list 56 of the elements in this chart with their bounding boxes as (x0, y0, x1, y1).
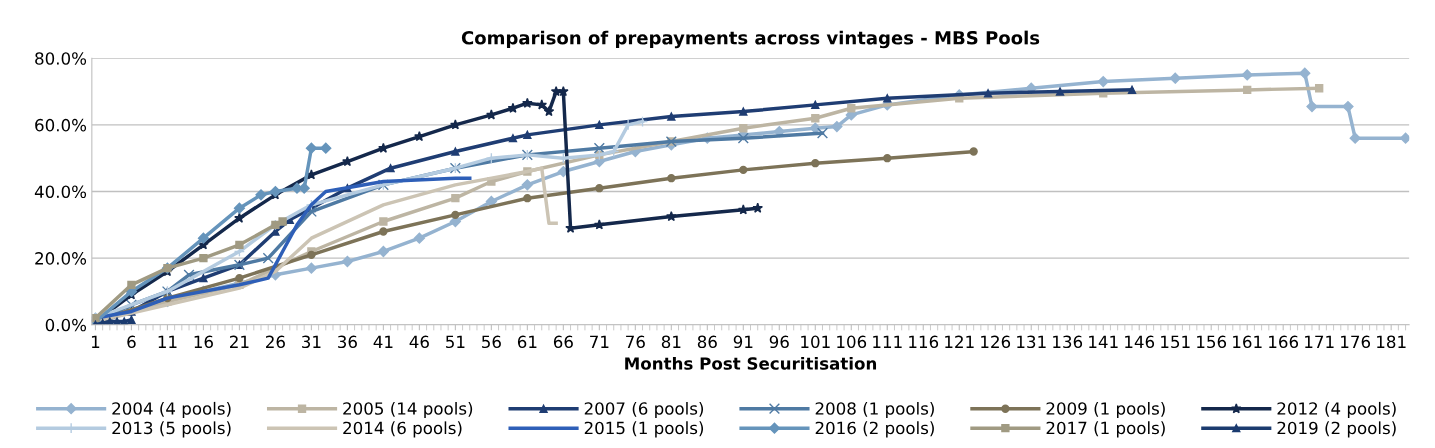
x-tick-label: 121 (945, 335, 974, 348)
x-tick-label: 41 (373, 335, 393, 348)
x-tick-label: 61 (517, 335, 537, 349)
x-tick-label: 106 (837, 335, 867, 349)
x-tick-label: 171 (1305, 335, 1334, 348)
x-tick-label: 116 (909, 335, 939, 349)
x-tick-label: 1 (91, 335, 100, 348)
x-tick-label: 156 (1197, 335, 1227, 349)
legend-label: 2013 (5 pools) (112, 421, 231, 438)
x-tick-label: 126 (981, 335, 1011, 349)
y-tick-label: 60.0% (35, 118, 87, 132)
legend-label: 2015 (1 pools) (584, 421, 704, 438)
x-tick-label: 136 (1053, 335, 1083, 349)
y-tick-label: 0.0% (45, 318, 87, 332)
legend-label: 2014 (6 pools) (343, 421, 462, 438)
x-tick-label: 131 (1017, 335, 1046, 349)
x-tick-label: 71 (590, 335, 609, 348)
x-tick-label: 161 (1233, 335, 1262, 349)
x-tick-label: 31 (302, 335, 321, 349)
legend-label: 2005 (14 pools) (343, 401, 473, 419)
x-tick-label: 101 (801, 335, 830, 349)
x-tick-label: 151 (1161, 335, 1190, 349)
x-tick-label: 56 (482, 335, 501, 349)
x-tick-label: 96 (769, 335, 789, 349)
y-tick-label: 20.0% (35, 252, 87, 265)
x-tick-label: 6 (127, 335, 136, 349)
legend-label: 2019 (2 pools) (1277, 421, 1396, 438)
legend-label: 2007 (6 pools) (584, 401, 704, 419)
x-tick-label: 86 (697, 335, 717, 349)
x-tick-label: 66 (553, 335, 573, 349)
x-tick-label: 166 (1269, 335, 1299, 349)
x-tick-label: 46 (409, 335, 429, 349)
x-tick-label: 111 (873, 335, 902, 348)
legend-label: 2009 (1 pools) (1046, 401, 1165, 419)
x-tick-label: 91 (733, 335, 753, 349)
x-tick-label: 36 (338, 335, 357, 349)
x-tick-label: 26 (266, 335, 285, 349)
x-tick-label: 51 (446, 335, 465, 349)
x-tick-label: 146 (1125, 335, 1155, 349)
legend-label: 2012 (4 pools) (1277, 401, 1396, 419)
y-tick-label: 40.0% (34, 185, 87, 199)
x-axis-title: Months Post Securitisation (625, 356, 877, 370)
x-tick-label: 16 (194, 335, 213, 349)
x-tick-label: 21 (230, 335, 249, 348)
x-tick-label: 81 (661, 335, 681, 349)
y-tick-label: 80.0% (35, 52, 87, 65)
chart-title: Comparison of prepayments across vintages - MBS Pools (461, 30, 1040, 49)
x-tick-label: 11 (158, 335, 177, 348)
legend-label: 2016 (2 pools) (815, 421, 934, 438)
legend-label: 2008 (1 pools) (815, 401, 934, 419)
x-tick-label: 141 (1089, 335, 1118, 348)
legend-label: 2004 (4 pools) (112, 401, 231, 419)
legend-label: 2017 (1 pools) (1046, 421, 1165, 438)
x-tick-label: 181 (1377, 335, 1406, 349)
x-tick-label: 176 (1341, 335, 1371, 349)
x-tick-label: 76 (626, 335, 645, 349)
